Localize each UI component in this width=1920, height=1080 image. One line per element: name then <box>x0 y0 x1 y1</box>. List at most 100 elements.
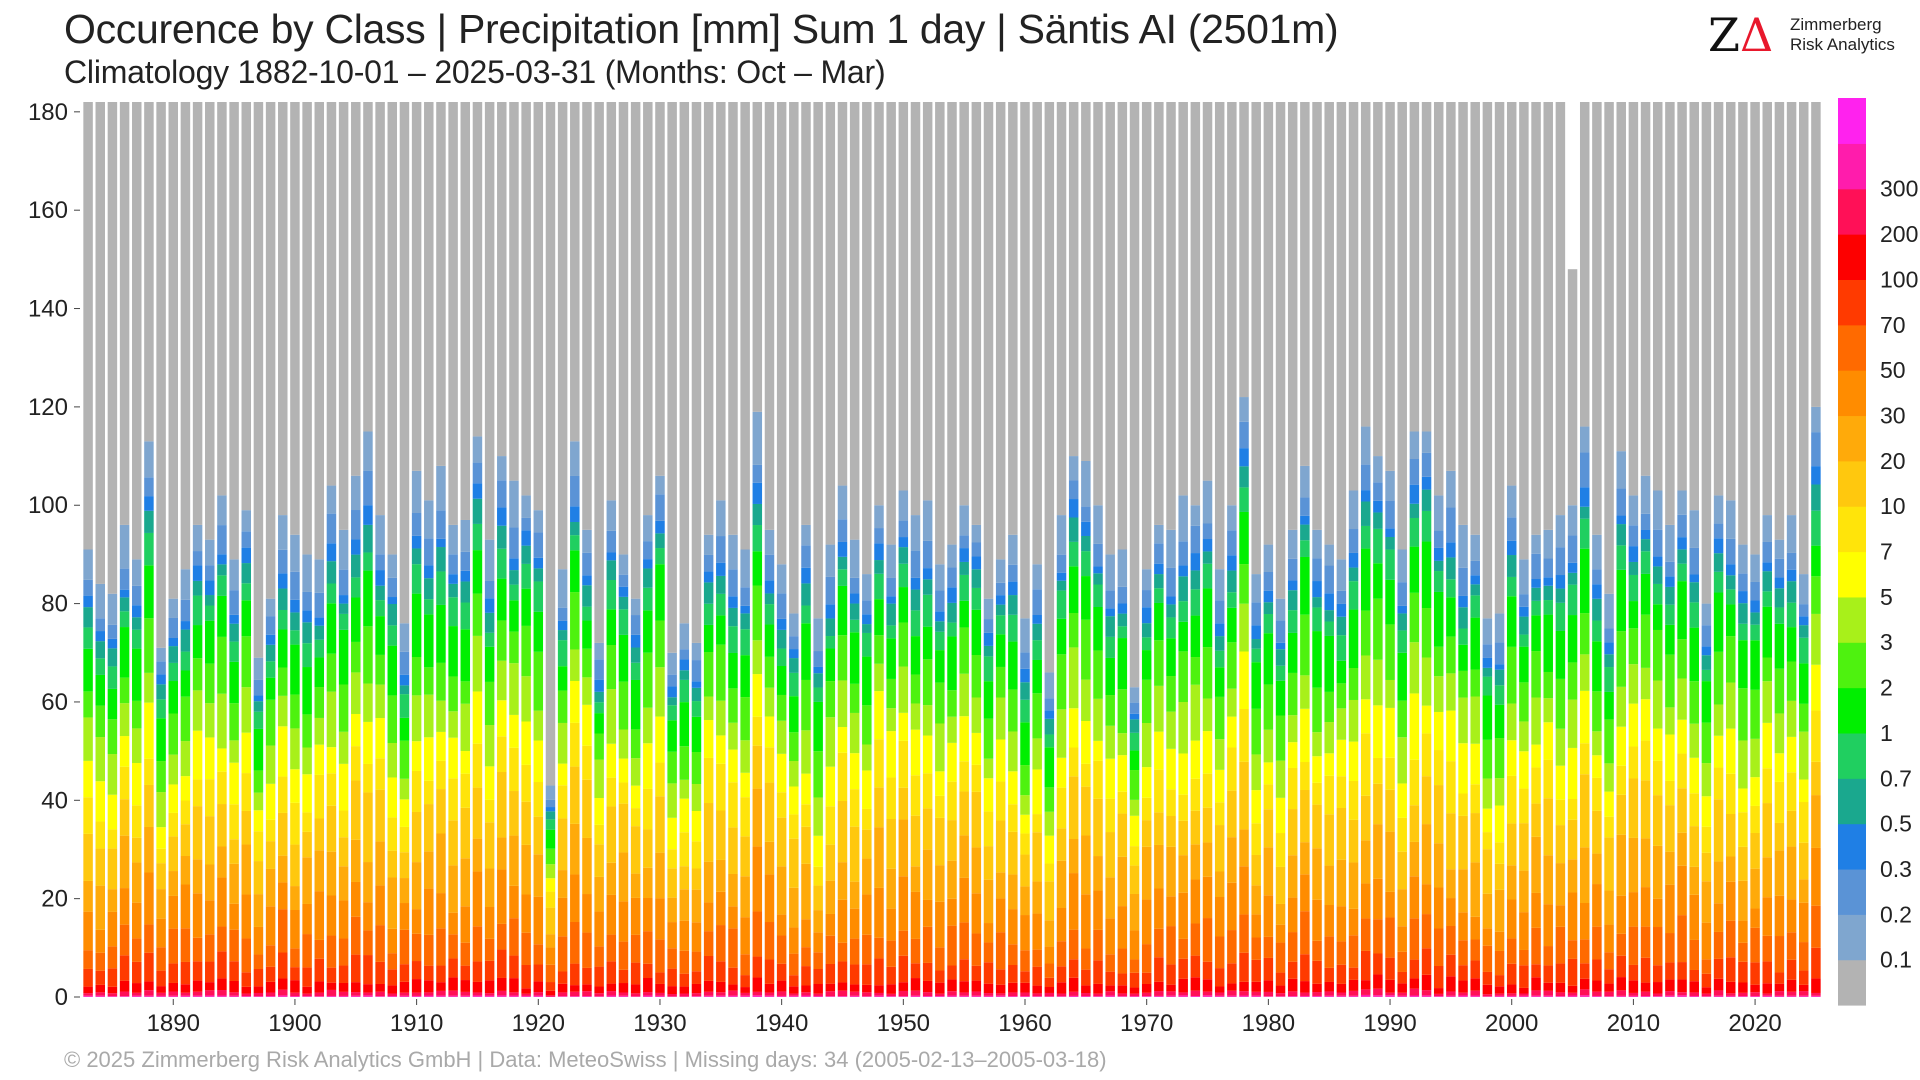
bar-segment <box>107 968 118 987</box>
bar-1941 <box>789 102 799 997</box>
bar-segment <box>1555 575 1566 589</box>
bar-segment <box>1287 632 1298 673</box>
bar-segment <box>1312 558 1322 582</box>
bar-segment <box>1081 551 1091 577</box>
bar-segment <box>314 981 325 993</box>
bar-segment <box>594 876 604 912</box>
bar-segment <box>1008 831 1018 875</box>
bar-segment <box>1056 966 1067 983</box>
bar-segment <box>618 554 629 575</box>
bar-segment <box>278 882 288 910</box>
bar-segment <box>910 102 921 516</box>
bar-segment <box>1166 926 1176 965</box>
bar-segment <box>95 674 105 706</box>
bar-segment <box>1543 904 1553 947</box>
bar-segment <box>1300 102 1310 466</box>
bar-segment <box>1446 673 1456 711</box>
bar-segment <box>667 720 677 752</box>
bar-segment <box>278 855 288 883</box>
bar-segment <box>1397 851 1407 890</box>
bar-segment <box>338 529 349 570</box>
bar-segment <box>1214 871 1225 897</box>
bar-1950 <box>898 102 909 997</box>
bar-segment <box>205 539 215 566</box>
bar-1898 <box>265 102 276 997</box>
bar-segment <box>1227 882 1237 931</box>
bar-segment <box>752 525 763 552</box>
bar-1912 <box>436 102 446 997</box>
bar-segment <box>1312 732 1322 757</box>
bar-segment <box>691 922 702 952</box>
bar-segment <box>837 635 848 681</box>
bar-segment <box>1738 688 1748 741</box>
bar-segment <box>1409 876 1420 919</box>
bar-segment <box>424 995 434 997</box>
bar-segment <box>399 102 410 624</box>
bar-1942 <box>801 102 811 997</box>
bar-segment <box>205 605 215 621</box>
bar-segment <box>959 992 969 996</box>
bar-segment <box>387 743 398 778</box>
bar-segment <box>1652 556 1663 567</box>
bar-segment <box>1604 763 1614 792</box>
bar-segment <box>229 995 239 997</box>
bar-segment <box>1786 700 1797 737</box>
bar-segment <box>983 681 994 719</box>
bar-1960 <box>1020 102 1030 997</box>
bar-segment <box>1628 980 1639 993</box>
bar-segment <box>1494 863 1505 890</box>
bar-segment <box>971 933 982 966</box>
colorbar-label: 0.2 <box>1880 901 1912 927</box>
bar-segment <box>1458 670 1468 698</box>
bar-segment <box>1032 738 1042 770</box>
bar-segment <box>338 613 349 630</box>
bar-segment <box>1579 774 1590 848</box>
bar-segment <box>1008 595 1018 615</box>
bar-segment <box>424 980 434 993</box>
bar-segment <box>1726 500 1736 539</box>
bar-segment <box>497 736 507 772</box>
bar-segment <box>910 589 921 611</box>
bar-segment <box>156 995 166 997</box>
bar-segment <box>217 595 227 637</box>
bar-segment <box>107 986 118 994</box>
bar-segment <box>1251 602 1261 626</box>
bar-segment <box>472 483 483 499</box>
bar-segment <box>740 740 750 773</box>
bar-segment <box>703 991 714 996</box>
bar-segment <box>1020 854 1030 887</box>
bar-segment <box>1300 614 1310 676</box>
bar-segment <box>801 102 811 525</box>
bar-segment <box>618 758 629 783</box>
bar-segment <box>424 565 434 579</box>
bar-segment <box>1117 549 1128 587</box>
bar-segment <box>460 751 471 774</box>
y-tick-label: 100 <box>28 492 68 519</box>
bar-segment <box>83 760 93 798</box>
bar-segment <box>1628 892 1639 927</box>
bar-segment <box>521 995 531 997</box>
bar-segment <box>557 996 568 997</box>
bar-segment <box>1470 696 1480 744</box>
bar-segment <box>971 609 982 656</box>
bar-segment <box>935 621 945 632</box>
bar-1990 <box>1385 102 1395 997</box>
bar-segment <box>351 577 361 598</box>
bar-segment <box>1275 903 1286 925</box>
bar-segment <box>205 934 215 962</box>
bar-segment <box>886 777 896 819</box>
bar-segment <box>375 841 385 886</box>
bar-segment <box>1458 743 1468 794</box>
y-tick-label: 20 <box>41 886 68 913</box>
bar-segment <box>326 935 337 968</box>
bar-segment <box>1677 788 1687 833</box>
bar-1979 <box>1251 102 1261 997</box>
bar-segment <box>740 797 750 837</box>
bar-segment <box>1141 983 1152 993</box>
bar-segment <box>959 761 969 792</box>
bar-segment <box>168 637 178 647</box>
bar-segment <box>1470 960 1480 979</box>
bar-segment <box>156 970 166 987</box>
bar-segment <box>983 995 994 997</box>
bar-segment <box>935 771 945 796</box>
